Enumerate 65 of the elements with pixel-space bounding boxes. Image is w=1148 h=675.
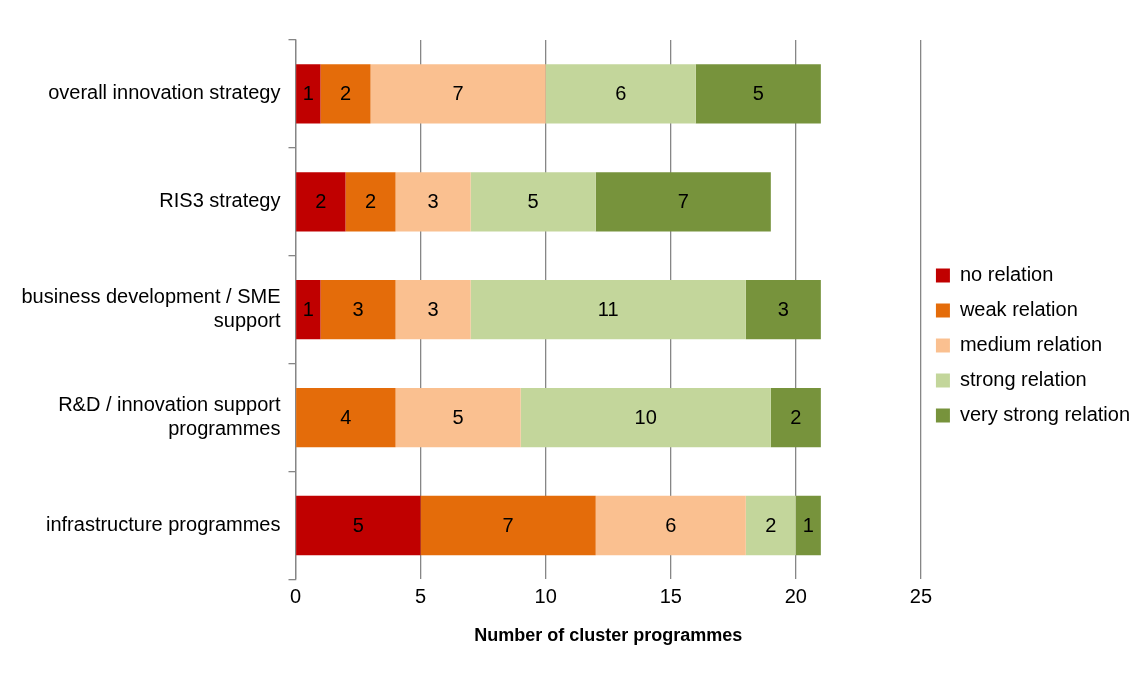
x-tick-label: 0 bbox=[289, 584, 302, 607]
data-label: 7 bbox=[677, 190, 689, 213]
data-label: 2 bbox=[339, 82, 352, 105]
bar bbox=[470, 172, 596, 232]
y-tick-label: overall innovation strategy bbox=[48, 81, 281, 104]
data-label: 6 bbox=[665, 513, 677, 536]
bar bbox=[296, 387, 396, 448]
x-tick-label: 5 bbox=[415, 584, 427, 607]
y-tick-label: RIS3 strategy bbox=[159, 189, 281, 212]
bar bbox=[395, 280, 471, 340]
data-label: 3 bbox=[352, 298, 364, 321]
bar bbox=[770, 387, 821, 448]
data-label: 2 bbox=[364, 190, 377, 213]
bar bbox=[470, 280, 746, 340]
data-label: 5 bbox=[352, 513, 364, 536]
data-label: 7 bbox=[502, 513, 514, 536]
bar bbox=[345, 172, 396, 232]
bar bbox=[296, 280, 321, 340]
bar bbox=[320, 64, 371, 124]
data-label: 5 bbox=[752, 82, 764, 105]
data-label: 3 bbox=[777, 298, 789, 321]
data-label: 3 bbox=[427, 190, 439, 213]
x-tick-label: 20 bbox=[784, 584, 807, 607]
legend-label: very strong relation bbox=[959, 403, 1130, 426]
bar bbox=[595, 495, 746, 556]
bar bbox=[296, 172, 346, 232]
data-label: 5 bbox=[527, 190, 539, 213]
data-label: 5 bbox=[452, 406, 464, 429]
bar bbox=[520, 387, 771, 448]
bar bbox=[296, 64, 321, 124]
data-label: 10 bbox=[634, 406, 657, 429]
x-tick-label: 10 bbox=[534, 584, 557, 607]
bar bbox=[370, 64, 546, 124]
data-label: 11 bbox=[597, 298, 619, 321]
legend-label: no relation bbox=[959, 263, 1054, 286]
data-label: 2 bbox=[790, 406, 802, 429]
bar bbox=[395, 387, 521, 448]
bar bbox=[795, 495, 821, 556]
data-label: 4 bbox=[340, 406, 352, 429]
legend-label: medium relation bbox=[959, 333, 1103, 356]
data-label: 1 bbox=[302, 298, 314, 321]
data-label: 1 bbox=[302, 82, 314, 105]
bar bbox=[595, 172, 771, 232]
bar bbox=[745, 495, 796, 556]
legend-label: strong relation bbox=[959, 368, 1087, 391]
bar bbox=[395, 172, 471, 232]
y-tick-label: R&D / innovation support programmes bbox=[58, 393, 281, 440]
x-tick-label: 25 bbox=[909, 584, 933, 607]
bar bbox=[320, 280, 396, 340]
bar bbox=[420, 495, 596, 556]
bar bbox=[695, 64, 821, 124]
data-label: 7 bbox=[452, 82, 464, 105]
data-label: 3 bbox=[427, 298, 439, 321]
data-label: 6 bbox=[615, 82, 627, 105]
data-label: 2 bbox=[315, 190, 327, 213]
y-tick-label: infrastructure programmes bbox=[45, 512, 281, 535]
x-axis-title: Number of cluster programmes bbox=[474, 625, 743, 646]
data-label: 1 bbox=[802, 513, 814, 536]
bar bbox=[745, 280, 821, 340]
data-label: 2 bbox=[765, 513, 777, 536]
bar bbox=[545, 64, 696, 124]
x-tick-label: 15 bbox=[659, 584, 682, 607]
y-tick-label: business development / SME support bbox=[21, 285, 281, 332]
bar bbox=[296, 495, 421, 556]
legend-label: weak relation bbox=[958, 298, 1078, 321]
